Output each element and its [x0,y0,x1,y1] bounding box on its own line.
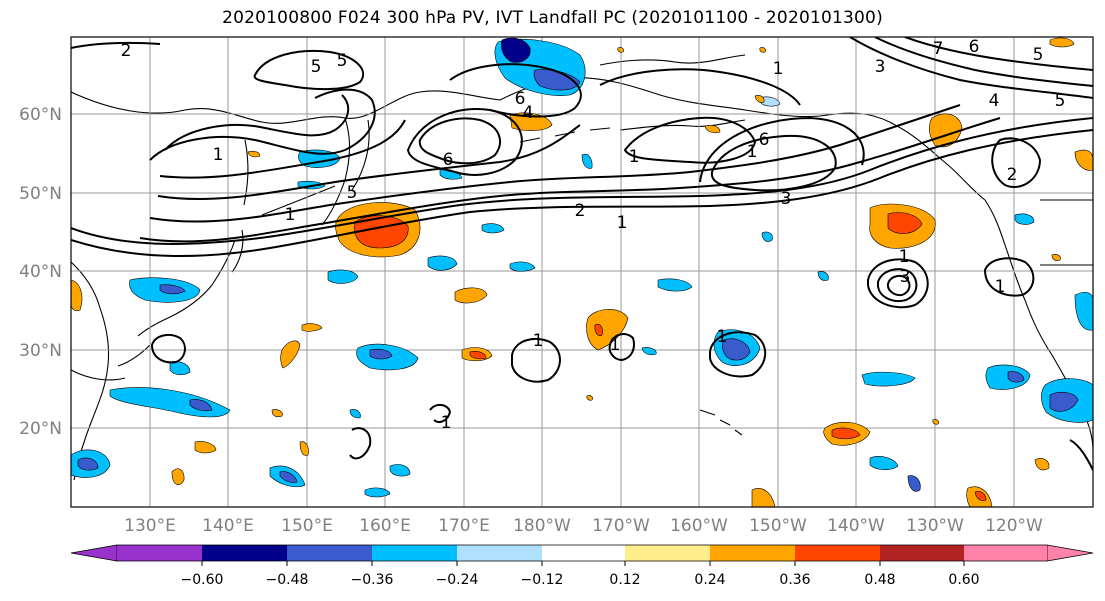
contour-label: 1 [617,213,628,233]
contour-label: 2 [575,201,586,221]
lat-label: 40°N [19,262,62,282]
colorbar-segment [710,545,795,561]
contour-label: 4 [523,103,534,123]
contour-label: 6 [759,130,770,150]
contour-label: 5 [1055,91,1066,111]
lon-label: 120°W [985,516,1043,536]
colorbar-tick-label: 0.36 [779,572,810,588]
contour-label: 6 [969,37,980,57]
contour-label: 6 [515,89,526,109]
lon-label: 140°E [202,516,254,536]
lat-label: 60°N [19,105,62,125]
colorbar-segment [202,545,287,561]
colorbar-segment [964,545,1047,561]
contour-labels: 2 5 5 1 1 6 6 4 1 1 6 5 2 1 1 3 2 7 6 3 … [121,37,1066,433]
colorbar-tick-label: −0.48 [266,572,309,588]
contour-label: 7 [933,39,944,59]
lon-label: 140°W [827,516,885,536]
lon-label: 170°W [592,516,650,536]
colorbar: −0.60 −0.48 −0.36 −0.24 −0.12 0.12 0.24 … [70,544,1094,588]
colorbar-segment [117,545,202,561]
colorbar-tick-label: 0.48 [864,572,895,588]
gridlines [71,37,1093,507]
contour-label: 5 [337,51,348,71]
contour-label: 1 [285,205,296,225]
contour-label: 1 [533,331,544,351]
colorbar-tick-label: 0.12 [609,572,640,588]
colorbar-tick-label: −0.12 [521,572,564,588]
contour-label: 6 [443,150,454,170]
lat-label: 50°N [19,184,62,204]
contour-label: 1 [773,59,784,79]
contour-label: 2 [121,41,132,61]
colorbar-segment [542,545,625,561]
colorbar-tick-label: −0.60 [181,572,224,588]
contour-label: 4 [989,91,1000,111]
lon-label: 180°W [513,516,571,536]
contour-label: 1 [899,247,910,267]
contour-label: 5 [347,183,358,203]
contour-label: 3 [900,267,911,287]
colorbar-segment [457,545,542,561]
colorbar-segment [625,545,710,561]
longitude-labels: 130°E 140°E 150°E 160°E 170°E 180°W 170°… [124,516,1043,536]
contour-label: 1 [995,277,1006,297]
contour-label: 1 [610,335,621,355]
lon-label: 160°W [670,516,728,536]
colorbar-tick-label: 0.60 [948,572,979,588]
contour-label: 3 [875,57,886,77]
contour-label: 1 [629,147,640,167]
lon-label: 130°E [124,516,176,536]
plot-area [71,37,1093,507]
lon-label: 160°E [359,516,411,536]
plot-frame [70,36,1094,508]
contour-label: 1 [213,145,224,165]
colorbar-extend-min [70,544,118,562]
colorbar-segment [287,545,372,561]
colorbar-segment [880,545,964,561]
coastlines [71,54,1093,481]
contour-label: 2 [1007,165,1018,185]
colorbar-segment [795,545,880,561]
contour-label: 1 [747,142,758,162]
contour-label: 5 [311,57,322,77]
colorbar-tick-label: −0.24 [436,572,479,588]
lon-label: 150°E [281,516,333,536]
pv-contours [71,37,1093,471]
lat-label: 30°N [19,341,62,361]
colorbar-extend-max [1046,544,1094,562]
lon-label: 130°W [906,516,964,536]
colorbar-tick-label: 0.24 [694,572,725,588]
contour-label: 1 [717,327,728,347]
map-title: 2020100800 F024 300 hPa PV, IVT Landfall… [222,8,883,28]
contour-label: 3 [781,189,792,209]
colorbar-tick-label: −0.36 [351,572,394,588]
lat-label: 20°N [19,419,62,439]
lon-label: 150°W [749,516,807,536]
lon-label: 170°E [438,516,490,536]
contour-label: 5 [1033,45,1044,65]
latitude-labels: 60°N 50°N 40°N 30°N 20°N [19,105,62,439]
contour-label: 1 [441,413,452,433]
colorbar-segment [372,545,457,561]
